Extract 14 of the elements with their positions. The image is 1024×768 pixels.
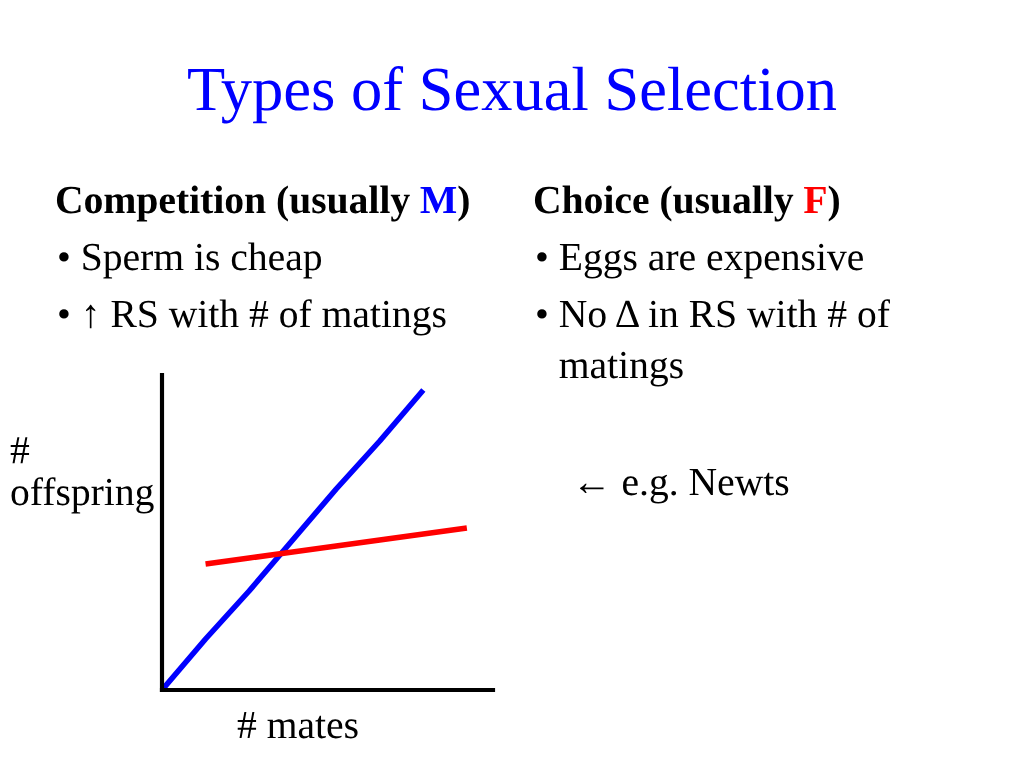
x-axis-title: # mates bbox=[237, 712, 358, 739]
y-axis-title: # offspring bbox=[10, 437, 154, 514]
text: • No Δ in RS with # of matings bbox=[537, 299, 890, 387]
text: • ↑ RS with # of matings bbox=[59, 299, 446, 336]
text: • Eggs are expensive bbox=[537, 243, 863, 279]
text: Choice (usually bbox=[534, 185, 794, 222]
chart-title: Types of Sexual Selection bbox=[188, 66, 837, 124]
text: M bbox=[420, 187, 457, 213]
text: Competition (usually bbox=[56, 185, 410, 222]
text: • Sperm is cheap bbox=[59, 242, 322, 279]
text: ) bbox=[458, 185, 469, 222]
text: F bbox=[804, 187, 826, 213]
text: ← e.g. Newts bbox=[580, 469, 789, 504]
text: ) bbox=[828, 185, 839, 222]
